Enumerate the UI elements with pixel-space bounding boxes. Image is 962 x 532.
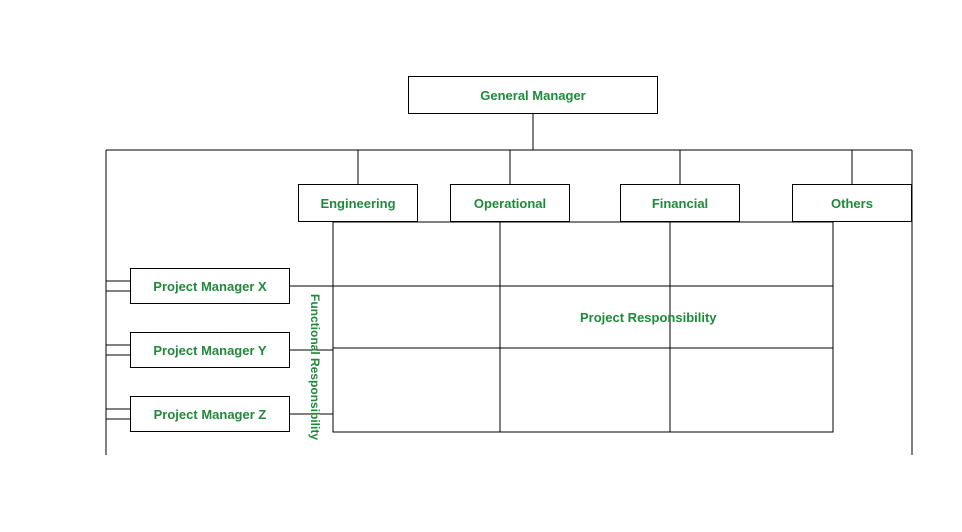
label-project-responsibility: Project Responsibility <box>580 310 717 325</box>
node-financial: Financial <box>620 184 740 222</box>
node-label: Project Manager X <box>153 279 266 294</box>
node-label: Project Manager Z <box>154 407 267 422</box>
node-label: General Manager <box>480 88 586 103</box>
node-label: Engineering <box>320 196 395 211</box>
node-label: Others <box>831 196 873 211</box>
diagram-canvas: General Manager Engineering Operational … <box>0 0 962 532</box>
node-label: Financial <box>652 196 708 211</box>
node-others: Others <box>792 184 912 222</box>
node-label: Project Manager Y <box>153 343 266 358</box>
node-engineering: Engineering <box>298 184 418 222</box>
node-operational: Operational <box>450 184 570 222</box>
node-general-manager: General Manager <box>408 76 658 114</box>
node-pm-y: Project Manager Y <box>130 332 290 368</box>
node-pm-z: Project Manager Z <box>130 396 290 432</box>
label-functional-responsibility: Functional Responsibility <box>308 294 322 440</box>
node-label: Operational <box>474 196 546 211</box>
node-pm-x: Project Manager X <box>130 268 290 304</box>
